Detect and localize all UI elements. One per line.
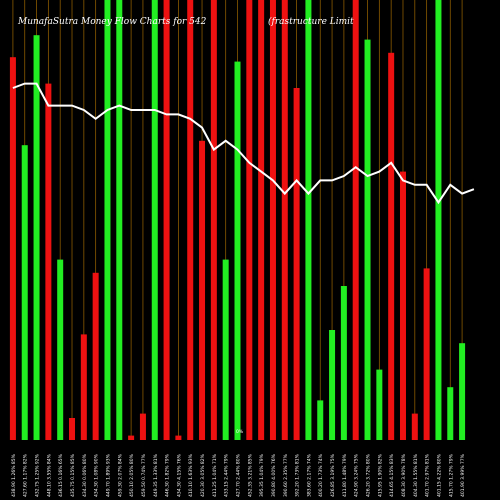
bar — [399, 171, 406, 440]
bar — [411, 413, 418, 440]
bar — [116, 0, 123, 440]
x-tick-label: 411.25 1.04% 71% — [212, 453, 218, 497]
bar — [9, 57, 16, 440]
x-tick-label: 383.60 2.17% 74% — [306, 453, 312, 497]
x-tick-label: 401.70 2.97% 81% — [425, 453, 431, 497]
x-tick-label: 424.90 3.24% 75% — [354, 453, 360, 497]
bar — [222, 259, 229, 440]
x-tick-label: 426.20 3.72% 80% — [366, 453, 372, 497]
x-tick-label: 427.70 2.44% 80% — [236, 453, 242, 497]
bar — [317, 400, 324, 440]
bar — [269, 0, 276, 440]
bar — [376, 369, 383, 440]
x-tick-label: 449.70 1.89% 93% — [105, 453, 111, 497]
bar — [199, 140, 206, 441]
bar — [388, 52, 395, 441]
bar — [435, 0, 442, 440]
x-tick-label: 390.60 2.35% 77% — [283, 453, 289, 497]
x-tick-label: 401.15 4.22% 80% — [436, 453, 442, 497]
x-tick-label: 415.95 1.90% 82% — [377, 453, 383, 497]
x-tick-label: 415.70 1.27% 79% — [448, 453, 454, 497]
bar — [340, 286, 347, 440]
x-tick-label: 426.85 3.19% 75% — [330, 453, 336, 497]
x-tick-label: 400.20 1.73% 74% — [318, 453, 324, 497]
chart-title-right: (frastructure Limit — [268, 16, 354, 27]
bar — [69, 418, 76, 440]
x-tick-label: 420.30 3.05% 82% — [200, 453, 206, 497]
trend-line — [12, 82, 475, 205]
x-tick-label: 401.90 3.99% 77% — [460, 453, 466, 497]
bar — [352, 0, 359, 440]
bar — [459, 343, 466, 440]
bar — [423, 268, 430, 440]
x-tick-label: 459.30 2.07% 84% — [117, 453, 123, 497]
bar — [92, 272, 99, 440]
x-tick-label: 395.35 1.04% 79% — [259, 453, 265, 497]
bar — [163, 0, 170, 440]
bars — [9, 0, 466, 441]
bar — [293, 88, 300, 440]
bar — [447, 387, 454, 440]
bar — [364, 39, 371, 440]
bar — [258, 0, 265, 440]
x-tick-label: 404.30 1.55% 81% — [413, 453, 419, 497]
x-tick-label: 446.30 1.82% 79% — [165, 453, 171, 497]
x-tick-label: 459.50 0.74% 77% — [141, 453, 147, 497]
bar — [21, 145, 28, 440]
bar — [128, 435, 135, 440]
bar — [187, 0, 194, 440]
bar — [281, 0, 288, 440]
bar — [80, 334, 87, 440]
x-tick-label: 414.65 4.15% 83% — [389, 453, 395, 497]
x-tick-label: 390.80 4.00% 76% — [271, 453, 277, 497]
x-tick-label: 410.10 1.63% 93% — [188, 453, 194, 497]
x-tick-label: 434.30 1.08% 90% — [94, 453, 100, 497]
x-tick-labels: 438.90 1.26% 85% 427.60 1.17% 82% 432.75 1… — [11, 453, 466, 497]
center-percent-label: 0% — [236, 429, 244, 435]
x-tick-label: 408.30 3.90% 78% — [401, 453, 407, 497]
bar — [57, 259, 64, 440]
bar — [246, 0, 253, 440]
bar — [45, 83, 52, 440]
bar — [305, 0, 312, 440]
x-tick-label: 436.15 0.16% 65% — [58, 453, 64, 497]
bar — [234, 61, 241, 440]
x-tick-label: 435.75 0.15% 85% — [70, 453, 76, 497]
x-tick-label: 448.10 3.55% 84% — [46, 453, 52, 497]
x-tick-label: 434.30 4.15% 76% — [176, 453, 182, 497]
bar — [139, 413, 146, 440]
bar — [104, 0, 111, 440]
bar — [329, 330, 336, 440]
bar — [151, 0, 158, 440]
x-tick-label: 433.15 2.44% 79% — [224, 453, 230, 497]
x-tick-label: 411.80 1.48% 79% — [342, 453, 348, 497]
x-tick-label: 434.30 0.06% 80% — [82, 453, 88, 497]
bar — [175, 435, 182, 440]
x-tick-label: 452.35 3.21% 85% — [247, 453, 253, 497]
x-tick-label: 450.10 2.05% 80% — [129, 453, 135, 497]
x-tick-label: 392.20 1.73% 81% — [295, 453, 301, 497]
bar — [33, 35, 40, 440]
x-tick-label: 427.60 1.17% 82% — [23, 453, 29, 497]
chart-title-left: MunafaSutra Money Flow Charts for 542 — [17, 17, 207, 27]
x-tick-label: 438.90 1.26% 85% — [11, 453, 17, 497]
x-tick-label: 449.35 1.33% 81% — [153, 453, 159, 497]
x-tick-label: 432.75 1.25% 92% — [35, 453, 41, 497]
trend-line-group — [12, 82, 475, 205]
bar — [210, 0, 217, 440]
